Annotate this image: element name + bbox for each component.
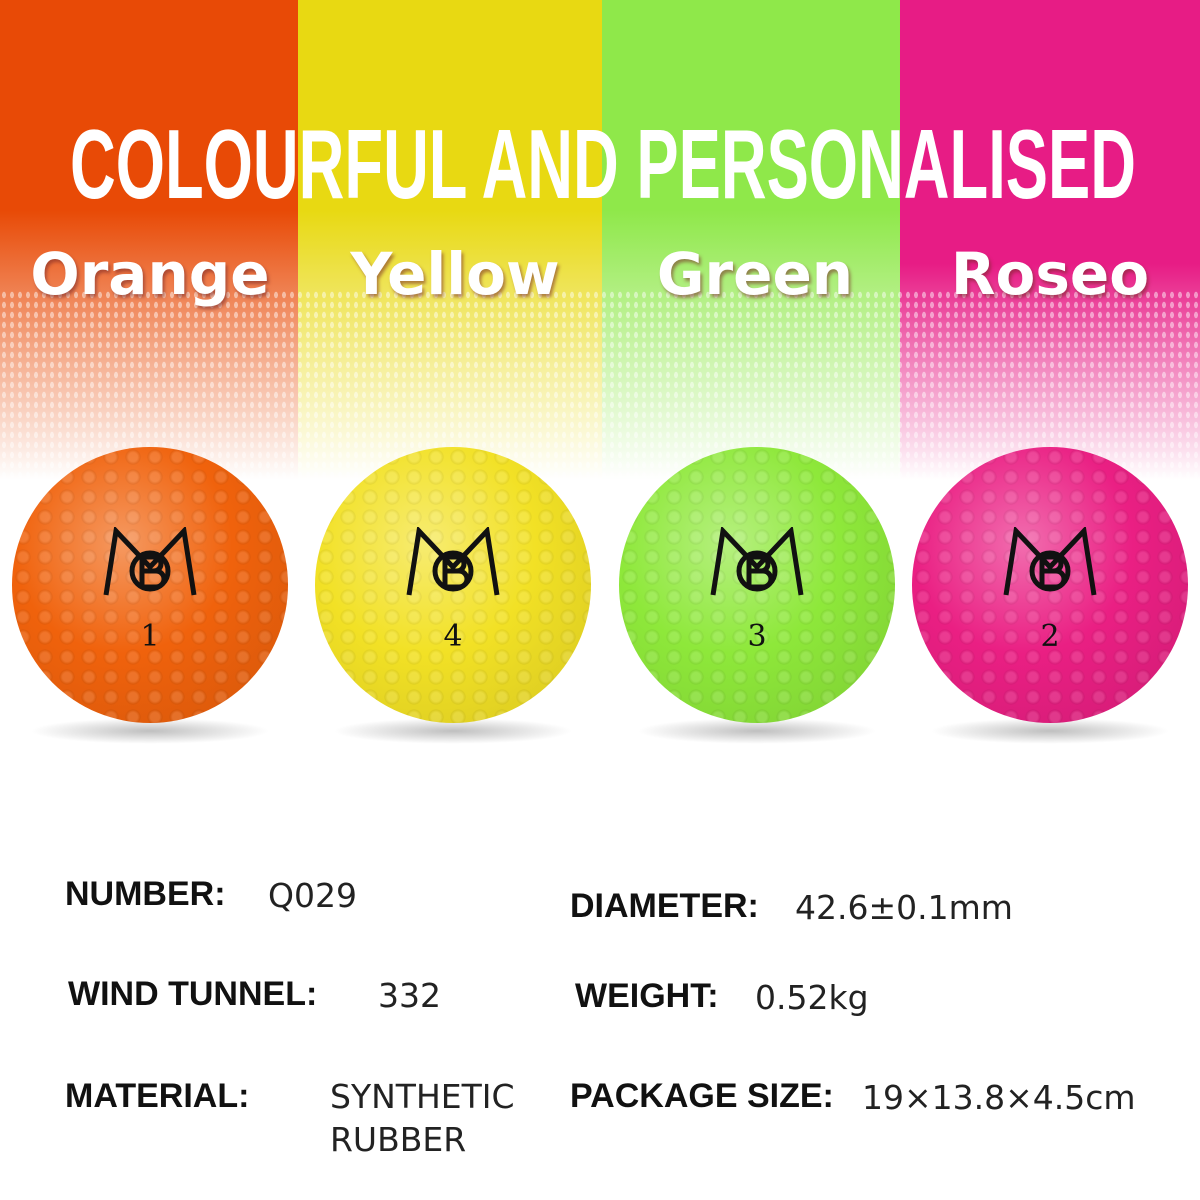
- color-name-green: Green: [656, 240, 854, 308]
- color-name-roseo: Roseo: [950, 240, 1150, 308]
- cat-monogram-logo-icon: [710, 527, 804, 596]
- cat-monogram-logo-icon: [1003, 527, 1097, 596]
- color-column-roseo: [900, 0, 1200, 480]
- spec-weight-label: WEIGHT:: [575, 977, 719, 1015]
- cat-monogram-logo-icon: [103, 527, 197, 596]
- spec-package-size-value: 19×13.8×4.5cm: [862, 1078, 1136, 1117]
- golf-ball: 2: [912, 447, 1188, 723]
- color-column-green: [602, 0, 900, 480]
- spec-wind-tunnel-label: WIND TUNNEL:: [68, 975, 318, 1013]
- spec-wind-tunnel-value: 332: [378, 976, 441, 1015]
- spec-diameter-value: 42.6±0.1mm: [795, 888, 1013, 927]
- color-column-yellow: [298, 0, 602, 480]
- golf-ball: 1: [12, 447, 288, 723]
- spec-weight-value: 0.52kg: [755, 978, 869, 1017]
- ball-number: 1: [140, 619, 160, 654]
- golf-ball: 4: [315, 447, 591, 723]
- page-title-text: COLOURFUL AND PERSONALISED: [70, 112, 1136, 208]
- color-name-yellow: Yellow: [350, 240, 560, 308]
- ball-number: 4: [443, 619, 463, 654]
- dot-pattern: [0, 290, 1200, 480]
- spec-package-size-label: PACKAGE SIZE:: [570, 1077, 834, 1115]
- color-name-orange: Orange: [30, 240, 270, 308]
- page-title-svg: COLOURFUL AND PERSONALISED: [70, 112, 1136, 208]
- golf-ball: 3: [619, 447, 895, 723]
- spec-number-label: NUMBER:: [65, 875, 226, 913]
- spec-material-value-line1: SYNTHETIC: [330, 1077, 515, 1116]
- spec-diameter-label: DIAMETER:: [570, 887, 759, 925]
- spec-material-label: MATERIAL:: [65, 1077, 250, 1115]
- color-column-orange: [0, 0, 298, 480]
- cat-monogram-logo-icon: [406, 527, 500, 596]
- page-title: COLOURFUL AND PERSONALISED: [70, 112, 1136, 208]
- ball-number: 2: [1040, 619, 1060, 654]
- ball-number: 3: [747, 619, 767, 654]
- spec-number-value: Q029: [268, 876, 357, 915]
- spec-material-value-line2: RUBBER: [330, 1120, 467, 1159]
